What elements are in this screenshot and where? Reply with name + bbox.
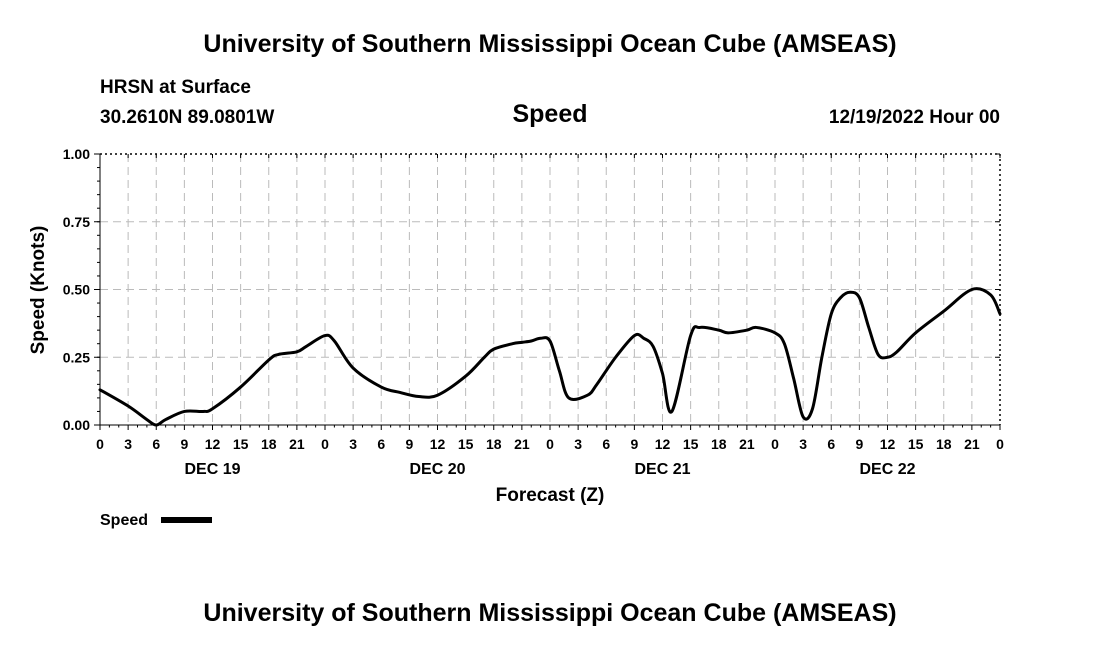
x-tick-label: 21 [739, 436, 755, 452]
legend-label: Speed [100, 512, 148, 529]
title-top: University of Southern Mississippi Ocean… [203, 30, 897, 58]
x-tick-label: 12 [880, 436, 896, 452]
series-layer [98, 287, 1002, 427]
x-tick-label: 21 [964, 436, 980, 452]
x-tick-label: 15 [458, 436, 474, 452]
x-tick-label: 15 [233, 436, 249, 452]
x-tick-label: 9 [630, 436, 638, 452]
x-tick-label: 6 [152, 436, 160, 452]
day-label: DEC 20 [409, 461, 465, 478]
x-tick-label: 18 [486, 436, 502, 452]
x-tick-label: 6 [377, 436, 385, 452]
grid-layer [100, 154, 1000, 425]
x-tick-label: 6 [827, 436, 835, 452]
location-label: HRSN at Surface [100, 77, 251, 98]
x-tick-label: 0 [546, 436, 554, 452]
x-tick-label: 12 [430, 436, 446, 452]
x-tick-label: 21 [289, 436, 305, 452]
x-tick-label: 3 [124, 436, 132, 452]
speed-series-line [98, 287, 1002, 427]
x-tick-label: 0 [321, 436, 329, 452]
y-tick-label: 0.50 [63, 282, 90, 298]
x-tick-label: 6 [602, 436, 610, 452]
title-bottom: University of Southern Mississippi Ocean… [203, 599, 897, 627]
chart-name: Speed [512, 100, 588, 128]
x-tick-label: 18 [261, 436, 277, 452]
x-axis-title: Forecast (Z) [496, 485, 605, 506]
x-tick-label: 9 [855, 436, 863, 452]
x-tick-label: 15 [683, 436, 699, 452]
label-layer: 0 3 6 9 12 15 18 21 0 3 6 9 12 15 18 21 0 3 6 9 12 15 18 21 0 3 6 9… [63, 146, 1004, 478]
x-tick-label: 0 [771, 436, 779, 452]
y-tick-label: 0.75 [63, 214, 90, 230]
y-tick-label: 0.00 [63, 417, 90, 433]
x-tick-label: 9 [405, 436, 413, 452]
x-tick-label: 12 [655, 436, 671, 452]
y-tick-label: 1.00 [63, 146, 90, 162]
legend: Speed [100, 512, 212, 529]
axis-layer [94, 153, 1001, 430]
x-tick-label: 0 [996, 436, 1004, 452]
datetime-label: 12/19/2022 Hour 00 [828, 107, 1000, 128]
x-tick-label: 21 [514, 436, 530, 452]
x-tick-label: 3 [799, 436, 807, 452]
x-tick-label: 12 [205, 436, 221, 452]
x-tick-label: 18 [711, 436, 727, 452]
day-label: DEC 22 [859, 461, 915, 478]
x-tick-label: 18 [936, 436, 952, 452]
x-tick-label: 15 [908, 436, 924, 452]
x-tick-label: 3 [574, 436, 582, 452]
x-tick-label: 9 [180, 436, 188, 452]
day-label: DEC 21 [634, 461, 690, 478]
y-axis-title: Speed (Knots) [28, 226, 49, 355]
y-tick-label: 0.25 [63, 349, 90, 365]
coordinates-label: 30.2610N 89.0801W [100, 107, 275, 128]
x-tick-label: 0 [96, 436, 104, 452]
day-label: DEC 19 [184, 461, 240, 478]
x-tick-label: 3 [349, 436, 357, 452]
